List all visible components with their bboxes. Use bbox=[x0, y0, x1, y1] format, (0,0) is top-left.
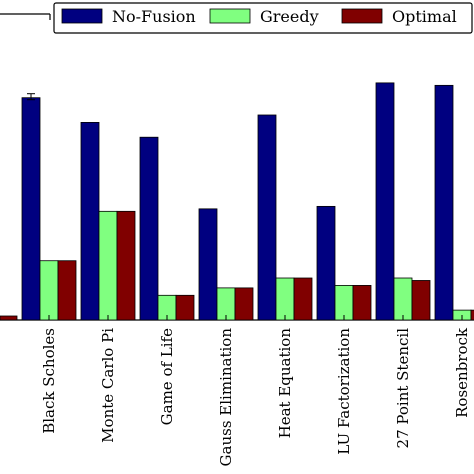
bar-no-fusion-7 bbox=[434, 84, 454, 321]
bar-greedy-1 bbox=[98, 210, 118, 321]
legend: No-Fusion Greedy Optimal bbox=[53, 2, 473, 34]
bar-no-fusion-4 bbox=[257, 114, 277, 321]
bar-greedy-4 bbox=[275, 277, 295, 321]
bar-greedy-5 bbox=[334, 285, 354, 321]
bar-no-fusion-0 bbox=[21, 97, 41, 321]
x-tick-label: Monte Carlo Pi bbox=[99, 328, 117, 443]
x-ticks: Black Scholes Monte Carlo Pi Game of Life G… bbox=[40, 315, 471, 466]
bar-optimal-1 bbox=[116, 210, 136, 321]
legend-swatch-greedy bbox=[209, 8, 251, 24]
x-tick-label: LU Factorization bbox=[335, 328, 353, 455]
bar-greedy-0 bbox=[39, 260, 59, 321]
bar-optimal-4 bbox=[293, 277, 313, 321]
x-tick-label: Gauss Elimination bbox=[217, 328, 235, 467]
bar-no-fusion-3 bbox=[198, 208, 218, 321]
bar-optimal-2 bbox=[175, 294, 195, 321]
x-tick-label: Heat Equation bbox=[276, 328, 294, 439]
bar-no-fusion-2 bbox=[139, 136, 159, 321]
legend-label-greedy: Greedy bbox=[260, 7, 319, 26]
bar-optimal-0 bbox=[57, 260, 77, 321]
legend-label-optimal: Optimal bbox=[392, 7, 457, 26]
bar-greedy-6 bbox=[393, 277, 413, 321]
x-tick-label: Black Scholes bbox=[40, 328, 58, 434]
x-tick-label: Game of Life bbox=[158, 328, 176, 425]
legend-swatch-optimal bbox=[341, 8, 383, 24]
bars-group bbox=[0, 82, 474, 321]
x-tick-label: Rosenbrock bbox=[453, 327, 471, 418]
bar-optimal-3 bbox=[234, 287, 254, 321]
bar-optimal-7 bbox=[470, 309, 474, 321]
legend-label-no-fusion: No-Fusion bbox=[112, 7, 196, 26]
bar-optimal-6 bbox=[411, 280, 431, 321]
x-tick-label: 27 Point Stencil bbox=[394, 328, 412, 449]
cropped-bar bbox=[0, 315, 18, 321]
bar-optimal-5 bbox=[352, 285, 372, 321]
bar-no-fusion-6 bbox=[375, 82, 395, 321]
legend-swatch-no-fusion bbox=[61, 8, 103, 24]
bar-no-fusion-1 bbox=[80, 122, 100, 321]
bar-no-fusion-5 bbox=[316, 205, 336, 321]
